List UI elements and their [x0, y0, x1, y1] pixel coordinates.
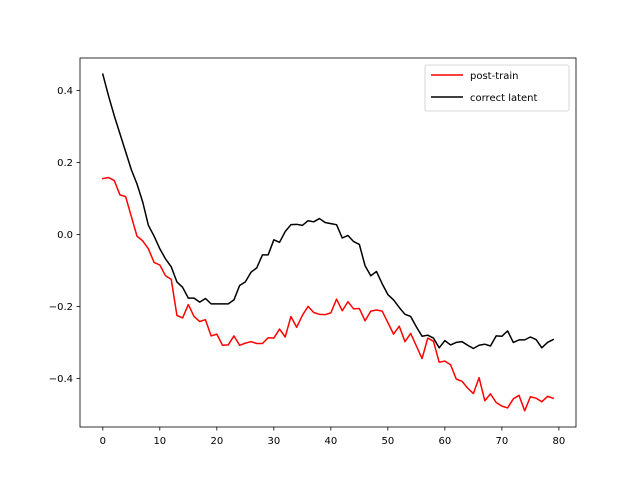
x-tick-label: 20 [210, 436, 223, 447]
y-tick-label: 0.4 [57, 86, 73, 97]
axes-frame [79, 57, 577, 428]
y-tick-label: 0.2 [57, 158, 73, 169]
y-tick-label: −0.2 [49, 302, 73, 313]
x-tick-label: 30 [267, 436, 280, 447]
x-tick-label: 80 [553, 436, 566, 447]
legend-label-post-train: post-train [470, 71, 518, 82]
plot-area: 0 10 20 30 40 50 60 70 80 −0.4 −0.2 0.0 0.2 0.4 [49, 57, 577, 447]
y-tick-label: 0.0 [57, 230, 73, 241]
x-tick-label: 70 [496, 436, 509, 447]
x-tick-label: 10 [153, 436, 166, 447]
x-axis: 0 10 20 30 40 50 60 70 80 [100, 427, 566, 447]
x-tick-label: 60 [439, 436, 452, 447]
legend: post-train correct latent [424, 64, 570, 112]
y-axis: −0.4 −0.2 0.0 0.2 0.4 [49, 86, 80, 385]
legend-label-correct-latent: correct latent [470, 93, 538, 104]
x-tick-label: 50 [381, 436, 394, 447]
x-tick-label: 0 [100, 436, 106, 447]
series-line-correct-latent [101, 73, 555, 350]
x-tick-label: 40 [324, 436, 337, 447]
series-line-post-train [101, 176, 555, 412]
series-layer [101, 73, 555, 412]
legend-box [424, 64, 570, 112]
y-tick-label: −0.4 [49, 374, 73, 385]
